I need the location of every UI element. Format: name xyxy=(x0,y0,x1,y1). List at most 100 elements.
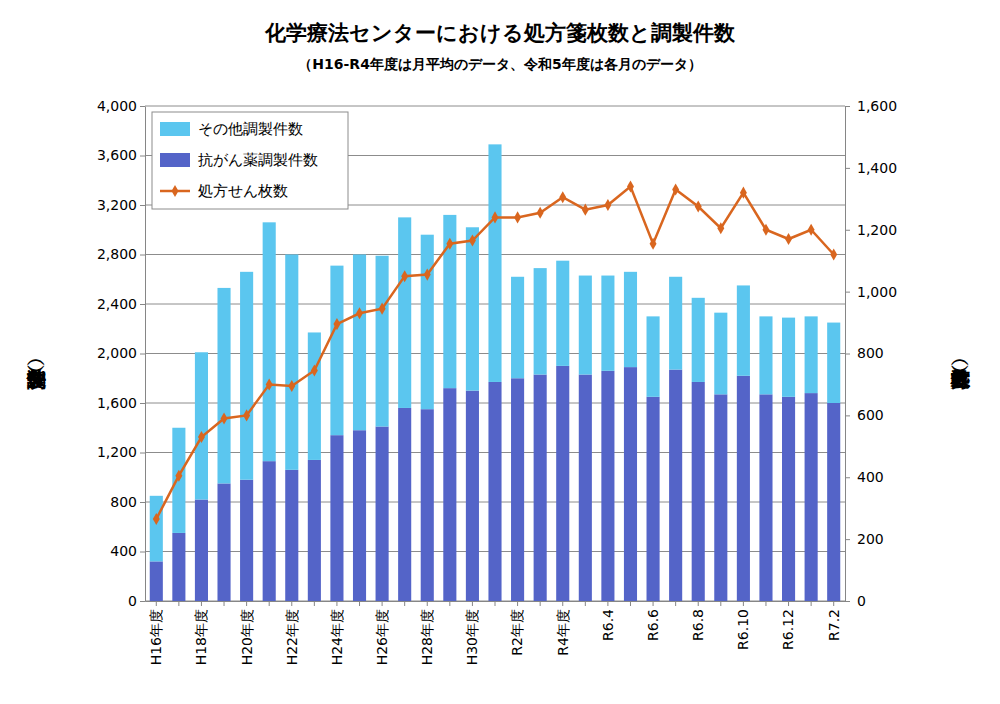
bar xyxy=(285,470,298,601)
tick-label: 2,400 xyxy=(97,296,137,312)
bar xyxy=(466,391,479,601)
tick-mark xyxy=(788,601,789,606)
tick-mark xyxy=(698,601,699,606)
marker xyxy=(695,201,702,213)
bar xyxy=(827,403,840,601)
tick: 400 xyxy=(110,543,145,559)
bar xyxy=(376,427,389,601)
tick-label: 0 xyxy=(857,593,866,609)
legend-item: 抗がん薬調製件数 xyxy=(160,151,318,169)
tick: 200 xyxy=(845,531,884,547)
tick: 600 xyxy=(845,407,884,423)
tick-label: H22年度 xyxy=(284,609,300,665)
tick-label: 800 xyxy=(110,494,137,510)
tick: 2,400 xyxy=(97,296,145,312)
bar xyxy=(624,367,637,601)
marker xyxy=(469,235,476,247)
marker xyxy=(672,184,679,196)
tick: 0 xyxy=(845,593,866,609)
tick-mark xyxy=(156,601,157,606)
tick-mark xyxy=(140,354,145,355)
tick-mark xyxy=(845,477,850,478)
marker xyxy=(740,187,747,199)
tick-label: R6.10 xyxy=(735,609,751,650)
tick-label: 0 xyxy=(128,593,137,609)
tick-mark xyxy=(562,601,563,606)
bar xyxy=(805,393,818,601)
tick: R6.6 xyxy=(645,601,661,641)
tick-label: 400 xyxy=(110,543,137,559)
bar xyxy=(421,409,434,601)
marker xyxy=(492,211,499,223)
tick-mark xyxy=(427,601,428,606)
bar xyxy=(195,500,208,601)
tick-label: 200 xyxy=(857,531,884,547)
legend-label: 処方せん枚数 xyxy=(198,182,288,200)
tick: 2,800 xyxy=(97,246,145,262)
tick-mark xyxy=(224,601,225,606)
bar xyxy=(579,276,592,375)
bar xyxy=(376,256,389,427)
tick: R4年度 xyxy=(555,601,571,656)
tick xyxy=(585,601,586,606)
legend-marker xyxy=(172,185,179,197)
tick xyxy=(811,601,812,606)
tick-mark xyxy=(845,539,850,540)
tick xyxy=(495,601,496,606)
axis-line xyxy=(145,107,146,602)
tick-label: 3,200 xyxy=(97,197,137,213)
legend-box xyxy=(152,112,348,209)
tick: 800 xyxy=(110,494,145,510)
tick xyxy=(765,601,766,606)
bar xyxy=(556,261,569,366)
legend-item: その他調製件数 xyxy=(160,120,303,138)
bar xyxy=(240,480,253,601)
tick: 4,000 xyxy=(97,98,145,114)
tick-label: 600 xyxy=(857,407,884,423)
tick-mark xyxy=(607,601,608,606)
marker xyxy=(243,409,250,421)
bar xyxy=(172,533,185,601)
chart: 化学療法センターにおける処方箋枚数と調製件数（H16-R4年度は月平均のデータ、… xyxy=(0,0,1000,704)
marker xyxy=(717,222,724,234)
axis-title: 調製件数（件） xyxy=(27,359,48,390)
bar xyxy=(737,285,750,375)
tick-mark xyxy=(845,354,850,355)
subtitle: （H16-R4年度は月平均のデータ、令和5年度は各月のデータ） xyxy=(298,56,701,72)
tick-mark xyxy=(845,106,850,107)
tick: R6.10 xyxy=(735,601,751,650)
marker xyxy=(424,269,431,281)
bar xyxy=(782,318,795,397)
bar xyxy=(647,316,660,396)
tick: H26年度 xyxy=(374,601,390,665)
bar xyxy=(669,370,682,601)
marker xyxy=(582,204,589,216)
tick xyxy=(404,601,405,606)
bar xyxy=(330,435,343,601)
tick-mark xyxy=(269,601,270,606)
tick-label: 1,600 xyxy=(857,98,897,114)
marker xyxy=(808,224,815,236)
marker xyxy=(356,307,363,319)
bar xyxy=(398,217,411,408)
marker xyxy=(830,248,837,260)
x-axis: H16年度H18年度H20年度H22年度H24年度H26年度H28年度H30年度… xyxy=(146,601,846,665)
tick-mark xyxy=(845,230,850,231)
marker xyxy=(288,380,295,392)
bar xyxy=(195,352,208,499)
tick-mark xyxy=(472,601,473,606)
y2-axis: 02004006008001,0001,2001,4001,600 xyxy=(845,98,897,609)
tick-mark xyxy=(495,601,496,606)
tick xyxy=(359,601,360,606)
tick: H28年度 xyxy=(419,601,435,665)
tick-label: H28年度 xyxy=(419,609,435,665)
bar xyxy=(534,375,547,601)
tick: 1,400 xyxy=(845,160,897,176)
tick-label: H24年度 xyxy=(329,609,345,665)
marker xyxy=(266,378,273,390)
tick: 2,000 xyxy=(97,345,145,361)
bar xyxy=(353,430,366,601)
tick-mark xyxy=(630,601,631,606)
legend-label: その他調製件数 xyxy=(198,120,303,138)
marker xyxy=(537,207,544,219)
